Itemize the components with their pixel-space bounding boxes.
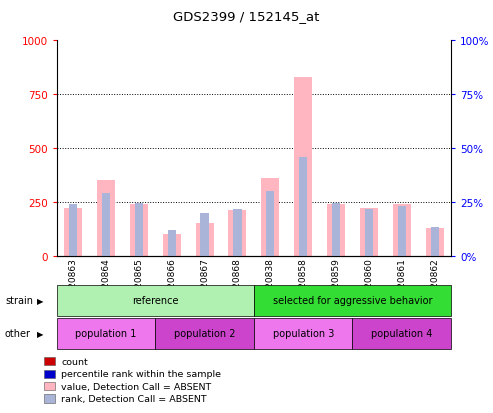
Bar xyxy=(228,211,246,256)
Text: ▶: ▶ xyxy=(37,296,44,305)
Bar xyxy=(332,204,340,256)
Text: population 2: population 2 xyxy=(174,328,235,339)
Text: reference: reference xyxy=(132,295,178,306)
Bar xyxy=(97,181,115,256)
Bar xyxy=(196,224,213,256)
Text: count: count xyxy=(61,357,88,366)
Text: percentile rank within the sample: percentile rank within the sample xyxy=(61,369,221,378)
Bar xyxy=(430,227,439,256)
Bar xyxy=(130,204,148,256)
Text: population 1: population 1 xyxy=(75,328,137,339)
Text: population 3: population 3 xyxy=(273,328,334,339)
Bar xyxy=(398,206,406,256)
Text: GDS2399 / 152145_at: GDS2399 / 152145_at xyxy=(174,10,319,23)
Text: other: other xyxy=(5,328,31,339)
Bar xyxy=(168,230,176,256)
Text: ▶: ▶ xyxy=(37,329,44,338)
Bar xyxy=(163,235,181,256)
Bar xyxy=(233,210,242,256)
Bar xyxy=(365,210,373,256)
Text: rank, Detection Call = ABSENT: rank, Detection Call = ABSENT xyxy=(61,394,207,403)
Bar xyxy=(69,204,77,256)
Bar xyxy=(299,157,307,256)
Bar xyxy=(201,213,209,256)
Bar xyxy=(327,204,345,256)
Text: value, Detection Call = ABSENT: value, Detection Call = ABSENT xyxy=(61,382,211,391)
Text: strain: strain xyxy=(5,295,33,306)
Text: selected for aggressive behavior: selected for aggressive behavior xyxy=(273,295,432,306)
Bar xyxy=(360,209,378,256)
Text: population 4: population 4 xyxy=(371,328,432,339)
Bar xyxy=(261,179,280,256)
Bar xyxy=(425,228,444,256)
Bar xyxy=(393,204,411,256)
Bar xyxy=(294,78,312,256)
Bar xyxy=(135,204,143,256)
Bar xyxy=(102,194,110,256)
Bar xyxy=(266,192,275,256)
Bar xyxy=(64,209,82,256)
